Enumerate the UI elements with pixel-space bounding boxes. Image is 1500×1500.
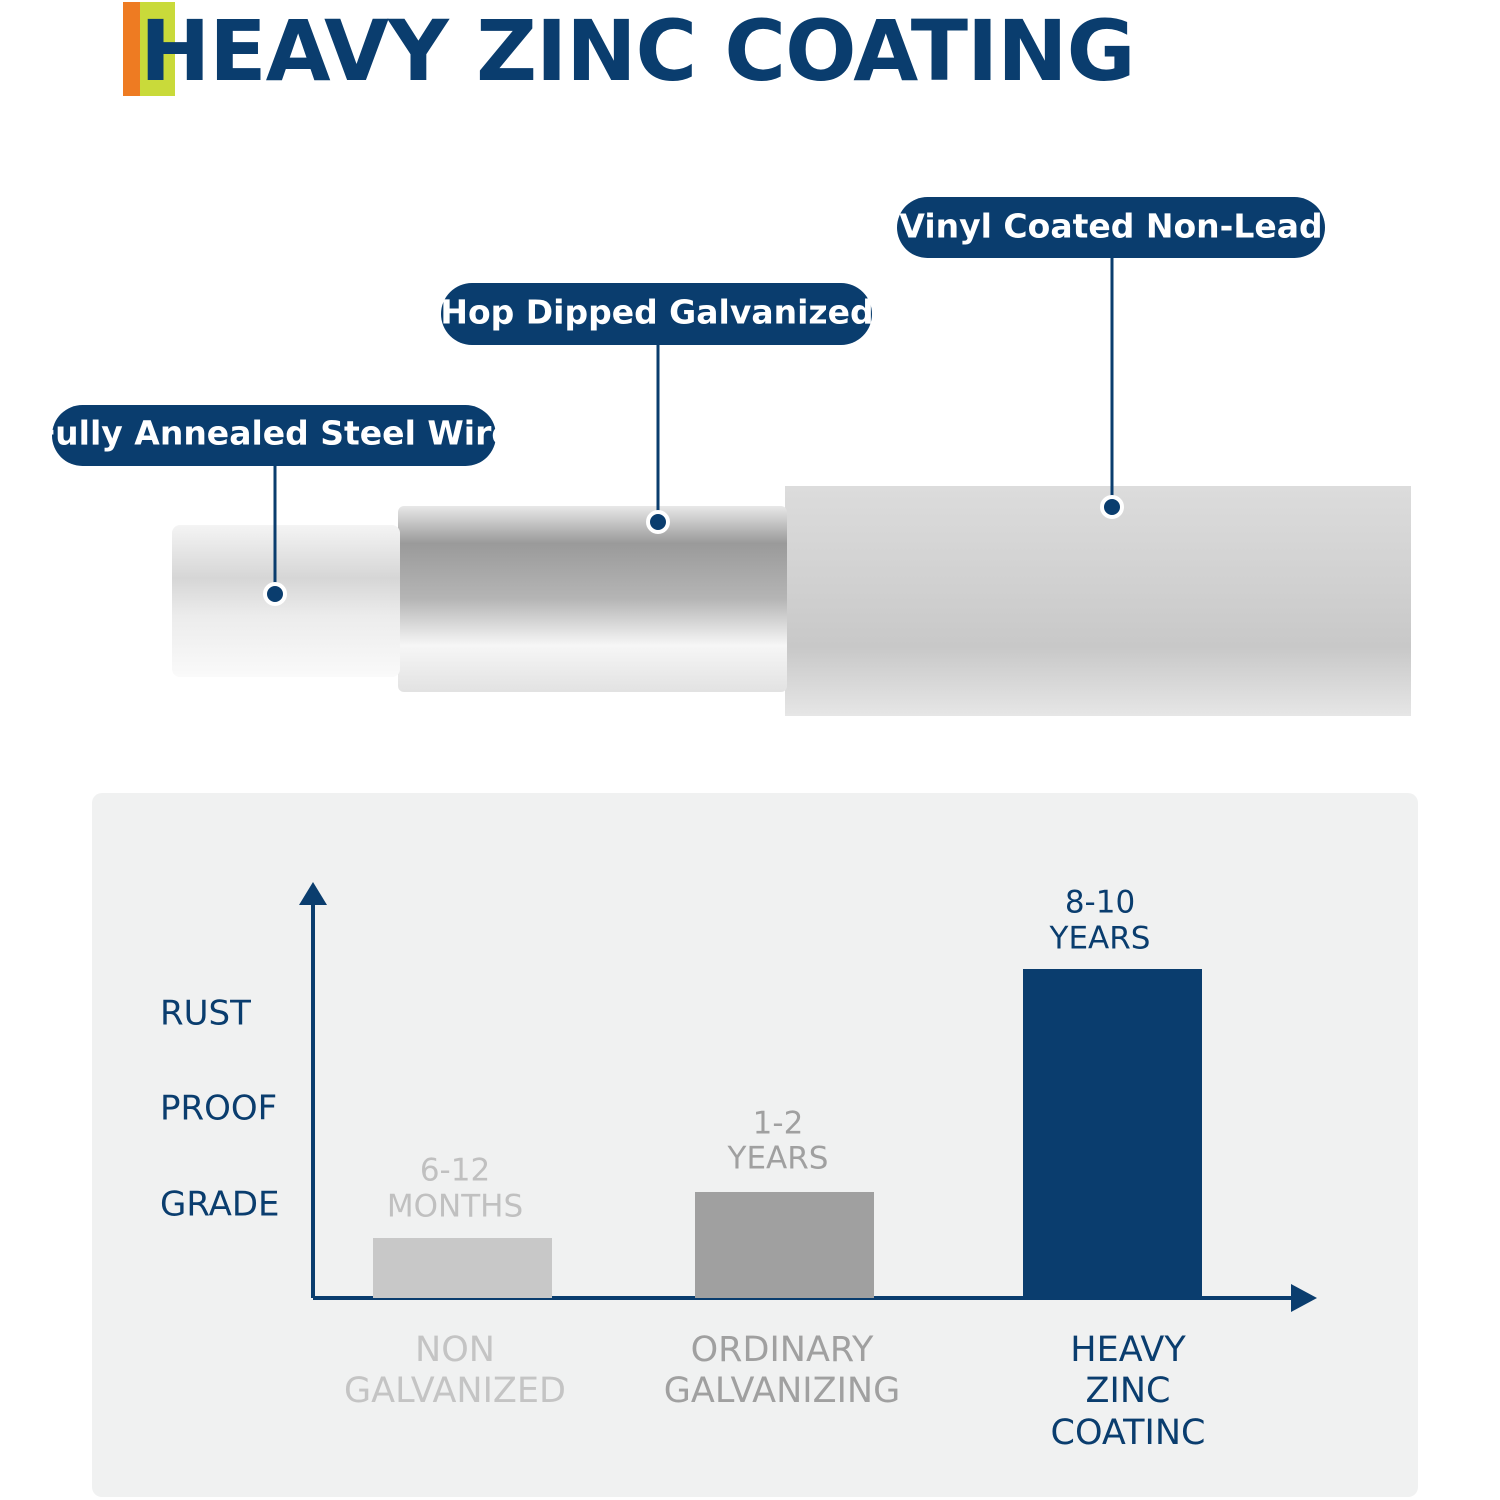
callout-label: Hop Dipped Galvanized bbox=[440, 293, 873, 332]
category-label: HEAVY bbox=[1070, 1330, 1186, 1370]
axis-label: RUST bbox=[160, 994, 251, 1034]
duration-label: YEARS bbox=[727, 1141, 829, 1177]
bar bbox=[373, 1238, 552, 1298]
zinc-layer bbox=[398, 506, 787, 692]
duration-label: 1-2 bbox=[753, 1106, 804, 1142]
duration-label: MONTHS bbox=[387, 1189, 523, 1225]
category-label: GALVANIZING bbox=[664, 1371, 900, 1411]
callout-lines bbox=[273, 252, 1114, 594]
title-accent bbox=[123, 2, 145, 96]
duration-label: 6-12 bbox=[420, 1153, 490, 1189]
bar bbox=[695, 1192, 874, 1298]
callout-dots bbox=[263, 495, 1124, 606]
callout-label: Vinyl Coated Non-Lead bbox=[899, 207, 1322, 246]
bar bbox=[1023, 969, 1202, 1298]
category-label: ZINC bbox=[1086, 1371, 1171, 1411]
axis-label: GRADE bbox=[160, 1185, 280, 1225]
category-label: NON bbox=[415, 1330, 495, 1370]
category-label: COATINC bbox=[1051, 1413, 1206, 1453]
callout-pill bbox=[441, 283, 872, 345]
callout-label: Fully Annealed Steel Wire bbox=[34, 414, 513, 453]
axis-arrow bbox=[299, 882, 327, 905]
callout-pill bbox=[897, 197, 1325, 258]
title-accent bbox=[140, 2, 175, 96]
callout-pill bbox=[52, 405, 496, 466]
category-label: ORDINARY bbox=[691, 1330, 874, 1370]
category-label: GALVANIZED bbox=[344, 1371, 566, 1411]
steel-core bbox=[172, 525, 400, 677]
vinyl-layer bbox=[785, 486, 1411, 716]
page-title: HEAVY ZINC COATING bbox=[140, 2, 1135, 100]
axis-arrow bbox=[1291, 1284, 1317, 1312]
duration-label: 8-10 bbox=[1065, 885, 1135, 921]
duration-label: YEARS bbox=[1049, 921, 1151, 957]
axis-label: PROOF bbox=[160, 1089, 277, 1129]
